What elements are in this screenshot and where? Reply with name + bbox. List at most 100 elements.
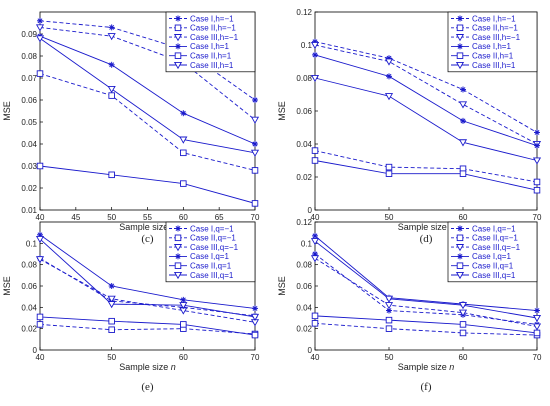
data-point-5-0 [310,74,320,83]
data-point-3-1 [386,73,392,80]
data-point-4-2 [180,180,187,187]
legend-label: Case III,h=−1 [190,33,239,42]
legend-label: Case II,q=1 [472,262,514,271]
x-axis-label: Sample size n [119,362,176,372]
series-line-0 [314,253,538,325]
legend-label: Case I,q=−1 [472,224,516,233]
x-tick-label: 60 [179,353,188,362]
x-axis-label: Sample size n [398,222,455,232]
y-tick-label: 0.04 [21,303,37,312]
legend-label: Case II,h=1 [472,52,514,61]
y-tick-label: 0.1 [26,239,38,248]
series-line-3 [39,35,256,145]
series-line-1 [39,323,256,335]
data-point-4-2 [180,321,187,328]
y-tick-label: 0.12 [296,8,312,17]
legend-marker [173,244,183,252]
data-point-2-1 [384,58,394,66]
data-point-3-1 [108,283,115,289]
data-point-1-1 [385,163,393,171]
legend-label: Case II,q=−1 [190,234,236,243]
data-point-5-1 [107,85,116,94]
series-line-5 [314,77,538,161]
data-point-3-2 [460,117,466,124]
x-tick-label: 40 [36,353,45,362]
legend-marker [174,52,182,59]
data-point-2-1 [107,33,116,41]
y-axis-label: MSE [277,101,287,121]
legend-marker [174,234,182,242]
data-point-4-3 [533,186,541,194]
legend-label: Case III,q=−1 [472,243,521,252]
data-point-0-3 [252,97,258,103]
legend-marker [457,225,463,232]
y-tick-label: 0.12 [296,218,312,227]
y-tick-label: 0.1 [301,239,313,248]
data-point-1-2 [180,149,187,157]
data-point-2-3 [532,323,542,331]
x-tick-label: 70 [251,353,260,362]
data-point-2-0 [310,41,320,50]
y-tick-label: 0 [308,206,313,215]
legend-marker [175,15,181,22]
panel-label: (f) [421,381,432,393]
data-point-1-0 [311,147,319,154]
series-line-1 [314,322,538,336]
panel-label: (d) [420,233,433,245]
y-tick-label: 0.04 [296,140,312,149]
legend-label: Case III,q=−1 [190,243,239,252]
legend-label: Case I,q=−1 [190,224,234,233]
series-line-2 [314,257,538,327]
series-line-0 [39,20,256,101]
x-tick-label: 40 [36,213,45,222]
legend-label: Case III,h=1 [472,61,516,70]
legend-label: Case III,q=1 [190,271,234,280]
legend-label: Case I,q=1 [190,252,229,261]
legend-marker [175,225,181,232]
legend-label: Case I,h=1 [472,42,511,51]
series-line-3 [39,234,256,309]
legend-marker [175,253,181,260]
series-line-0 [314,41,538,133]
legend-label: Case III,q=1 [472,271,516,280]
legend-marker [457,253,463,260]
y-tick-label: 0 [33,346,38,355]
y-axis-label: MSE [2,101,12,121]
data-point-0-3 [534,129,540,136]
data-point-5-2 [179,136,188,144]
data-point-4-2 [459,170,467,177]
data-point-1-1 [108,92,115,99]
y-tick-label: 0.06 [21,282,37,291]
x-tick-label: 60 [459,353,468,362]
legend-marker [455,61,465,70]
data-point-1-1 [108,326,115,333]
legend-marker [456,52,464,59]
data-point-4-0 [311,157,319,164]
legend-label: Case II,q=−1 [472,234,518,243]
panel-label: (c) [141,233,154,245]
data-point-3-0 [312,51,318,58]
data-point-4-1 [385,170,393,177]
data-point-3-2 [180,110,187,117]
data-point-0-2 [460,86,466,93]
y-tick-label: 0.05 [21,118,37,127]
legend-marker [455,34,465,42]
legend-marker [455,244,465,252]
y-tick-label: 0.06 [296,107,312,116]
legend-label: Case III,h=−1 [472,33,521,42]
y-tick-label: 0.04 [21,140,37,149]
x-tick-label: 60 [459,213,468,222]
x-tick-label: 50 [107,353,116,362]
data-point-4-1 [385,316,393,324]
x-tick-label: 70 [251,213,260,222]
data-point-3-1 [108,61,115,68]
legend-label: Case II,h=−1 [472,24,518,33]
data-point-2-0 [35,256,45,264]
y-tick-label: 0.09 [21,30,37,39]
legend-marker [456,262,464,269]
data-point-1-2 [459,329,467,337]
y-tick-label: 0.08 [296,261,312,270]
y-tick-label: 0.06 [296,282,312,291]
data-point-5-0 [35,35,45,43]
data-point-4-3 [251,331,259,339]
